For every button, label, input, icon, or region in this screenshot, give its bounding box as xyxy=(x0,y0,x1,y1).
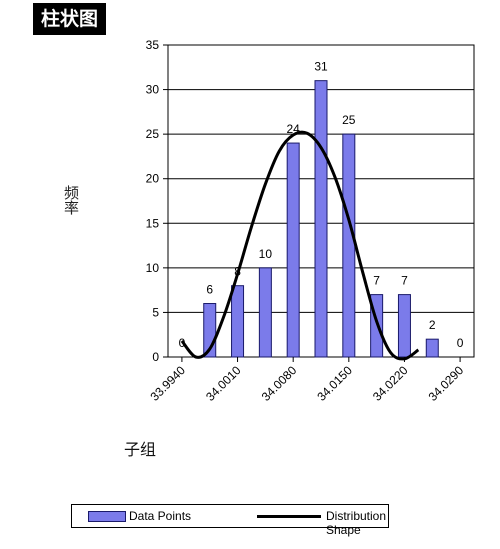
bar xyxy=(286,142,300,358)
bar xyxy=(342,133,356,358)
y-tick-label: 15 xyxy=(146,216,160,230)
page-title: 柱状图 xyxy=(33,3,107,35)
bar xyxy=(397,294,411,358)
legend-swatch-distribution-shape xyxy=(257,515,321,518)
bar-value-label: 7 xyxy=(373,274,380,288)
y-tick-label: 5 xyxy=(152,305,159,319)
chart-legend: Data Points Distribution Shape xyxy=(71,504,389,537)
bar-value-label: 6 xyxy=(206,283,213,297)
distribution-curve xyxy=(180,130,420,361)
x-tick-label: 34.0080 xyxy=(259,363,300,404)
y-tick-label: 35 xyxy=(146,38,160,52)
y-tick-label: 10 xyxy=(146,261,160,275)
y-tick-label: 30 xyxy=(146,83,160,97)
bar-value-label: 7 xyxy=(401,274,408,288)
x-tick-label: 33.9940 xyxy=(147,363,188,404)
y-axis-label: 频率 xyxy=(62,185,80,215)
bar xyxy=(314,80,328,358)
bar xyxy=(258,267,272,358)
legend-swatch-data-points xyxy=(88,511,126,522)
legend-label-distribution-shape: Distribution Shape xyxy=(326,509,387,537)
bar xyxy=(425,338,439,358)
legend-label-data-points: Data Points xyxy=(129,509,192,523)
bar-value-label: 31 xyxy=(314,60,328,74)
x-axis-label: 子组 xyxy=(124,440,157,459)
y-tick-label: 0 xyxy=(152,350,159,364)
y-tick-label: 25 xyxy=(146,127,160,141)
bar-value-label: 0 xyxy=(457,336,464,350)
bar xyxy=(231,285,245,358)
bar-value-label: 2 xyxy=(429,318,436,332)
x-tick-label: 34.0220 xyxy=(370,363,411,404)
bar-value-label: 25 xyxy=(342,113,356,127)
y-tick-label: 20 xyxy=(146,172,160,186)
x-tick-label: 34.0290 xyxy=(426,363,467,404)
x-tick-label: 34.0010 xyxy=(203,363,244,404)
bar-value-label: 10 xyxy=(259,247,273,261)
x-tick-label: 34.0150 xyxy=(314,363,355,404)
